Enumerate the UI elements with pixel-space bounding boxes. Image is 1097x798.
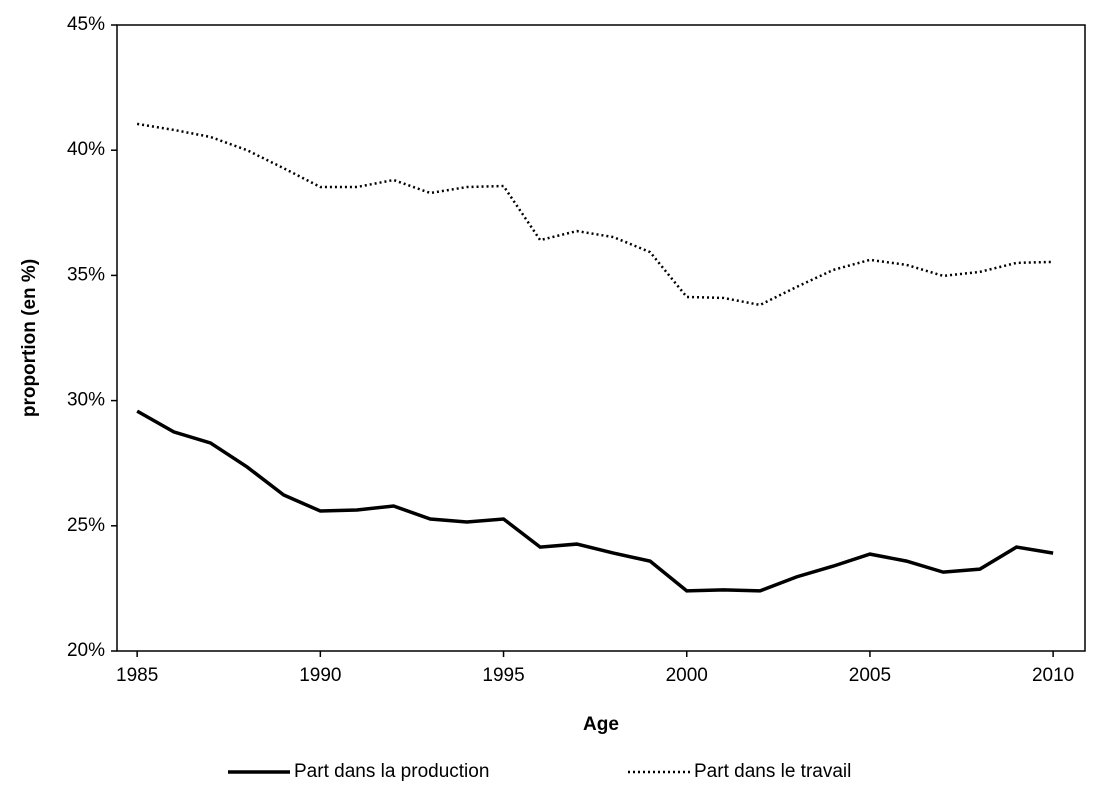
y-tick-label: 20% bbox=[67, 640, 105, 661]
series-line bbox=[136, 409, 1054, 593]
x-axis-title: Age bbox=[583, 714, 619, 735]
y-tick-label: 35% bbox=[67, 264, 105, 285]
y-tick-label: 45% bbox=[67, 14, 105, 35]
legend-label: Part dans le travail bbox=[694, 761, 851, 782]
x-tick-label: 2010 bbox=[1032, 665, 1074, 686]
x-tick-label: 1995 bbox=[482, 665, 524, 686]
x-tick-label: 1990 bbox=[299, 665, 341, 686]
plot-frame bbox=[116, 24, 1086, 652]
y-tick-label: 25% bbox=[67, 515, 105, 536]
x-tick-label: 1985 bbox=[116, 665, 158, 686]
y-axis-title: proportion (en %) bbox=[19, 259, 40, 417]
legend-label: Part dans la production bbox=[294, 761, 489, 782]
series-line bbox=[136, 122, 1054, 307]
y-tick-label: 30% bbox=[67, 390, 105, 411]
x-tick-label: 2005 bbox=[849, 665, 891, 686]
x-tick-label: 2000 bbox=[666, 665, 708, 686]
y-tick-label: 40% bbox=[67, 139, 105, 160]
